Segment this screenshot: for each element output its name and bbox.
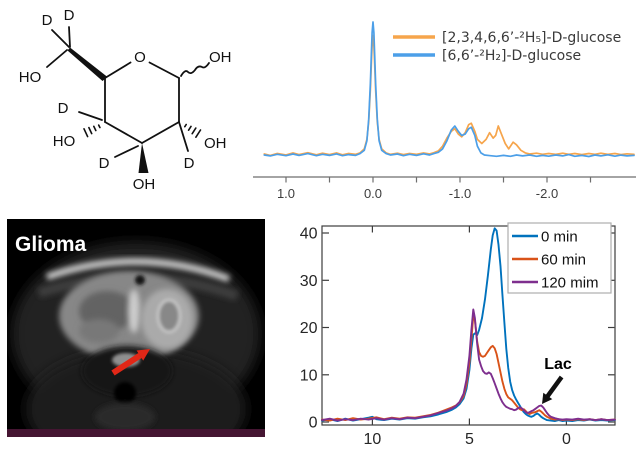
x-tick-label: 5	[465, 431, 474, 448]
ventral-dark-region	[82, 346, 172, 396]
legend-label: 0 min	[541, 229, 578, 246]
x-tick-label: 0	[562, 431, 571, 448]
wedge-bond-c3-oh	[138, 143, 149, 173]
tumor-arrow	[111, 349, 150, 376]
nmr-legend: [2,3,4,6,6’-²H₅]-D-glucose [6,6’-²H₂]-D-g…	[393, 30, 621, 64]
purple-strip	[7, 429, 265, 437]
lac-label: Lac	[544, 356, 572, 373]
wavy-bond-c1-oh	[180, 62, 210, 77]
ventral-hole	[114, 382, 136, 404]
wedge-bond-c5-c6	[67, 47, 108, 81]
ring-bond-o-c1	[148, 61, 180, 79]
ring-bond-c5-o	[104, 61, 132, 79]
dorsal-notch	[135, 275, 145, 285]
y-tick-label: 20	[300, 320, 318, 337]
y-tick-label: 10	[300, 367, 318, 384]
d2-label: D	[184, 155, 195, 172]
tumor-ring	[156, 298, 182, 334]
nmr-legend-label: [2,3,4,6,6’-²H₅]-D-glucose	[442, 30, 621, 46]
lac-arrow-shaft	[545, 375, 564, 399]
nmr-tick-label: 1.0	[277, 186, 295, 201]
nmr-curve-di-deuterated	[263, 21, 635, 158]
ring-bond-c2-c3	[141, 121, 180, 144]
kinetics-legend: 0 min 60 min 120 mim	[507, 222, 612, 294]
ho6-label: HO	[19, 69, 42, 86]
oh3-label: OH	[133, 176, 156, 193]
nmr-tick-label: -1.0	[449, 186, 471, 201]
hash-wedge-c2-oh	[184, 123, 202, 138]
ring-bond-c3-c4	[104, 121, 143, 144]
ho4-label: HO	[53, 133, 76, 150]
nmr-spectrum-chart: 1.0 0.0 -1.0 -2.0 [2,3,4,6,6’-²H₅]-D-glucos…	[253, 21, 636, 201]
nmr-tick-label: -2.0	[536, 186, 558, 201]
nmr-tick-label: 0.0	[364, 186, 382, 201]
kinetics-chart: 10 5 0 0 10 20 30 40 0 min 60 min 120 mim Lac	[300, 222, 616, 448]
oh1-label: OH	[209, 49, 232, 66]
kinetics-axes: 10 5 0 0 10 20 30 40	[300, 225, 616, 448]
nmr-curve-penta-deuterated	[263, 34, 635, 157]
kinetics-curve-120-mim	[321, 308, 616, 422]
bond-c3-d	[114, 145, 139, 158]
ring-oxygen-label: O	[134, 49, 146, 66]
plot-box	[321, 225, 616, 426]
nmr-curves	[263, 21, 635, 158]
d4-label: D	[58, 100, 69, 117]
lac-annotation: Lac	[542, 356, 572, 404]
hash-wedge-c4-ho	[83, 124, 101, 138]
bond-c2-d	[178, 121, 189, 152]
left-lower-region	[79, 319, 119, 343]
d3-label: D	[99, 155, 110, 172]
scalp-bright-band	[45, 258, 231, 283]
nmr-legend-label: [6,6’-²H₂]-D-glucose	[442, 48, 581, 64]
d6a-label: D	[42, 12, 53, 29]
x-tick-label: 10	[364, 431, 382, 448]
lac-arrow-head	[542, 392, 553, 404]
legend-label: 120 mim	[541, 275, 599, 292]
bond-c6-ho	[46, 49, 68, 68]
y-tick-label: 40	[300, 226, 318, 243]
bond-c4-d	[78, 111, 103, 121]
midline-bright-streak	[128, 289, 140, 333]
mri-image: Glioma	[7, 219, 265, 437]
oh2-label: OH	[204, 135, 227, 152]
y-tick-label: 30	[300, 273, 318, 290]
bond-c6-d2	[68, 26, 71, 48]
neck-tissue	[95, 403, 155, 431]
glucose-structure-diagram: O D D HO OH OH D OH D D HO	[19, 7, 232, 193]
nmr-x-axis: 1.0 0.0 -1.0 -2.0	[253, 176, 636, 201]
d6b-label: D	[64, 7, 75, 24]
glioma-label: Glioma	[15, 233, 87, 256]
legend-label: 60 min	[541, 252, 586, 269]
bond-c6-d1	[51, 29, 70, 48]
kinetics-curves	[321, 227, 616, 423]
y-tick-label: 0	[309, 415, 318, 432]
